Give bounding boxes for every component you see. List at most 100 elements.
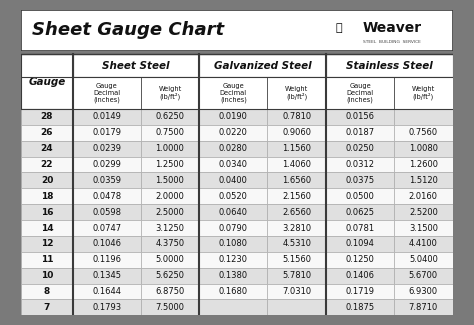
Bar: [21, 188, 73, 204]
Text: Stainless Steel: Stainless Steel: [346, 60, 433, 71]
Bar: [394, 125, 453, 141]
Text: 0.0179: 0.0179: [92, 128, 121, 137]
Bar: [267, 77, 326, 109]
Text: 0.0299: 0.0299: [92, 160, 121, 169]
Bar: [267, 299, 326, 315]
Bar: [199, 77, 267, 109]
Text: 0.0625: 0.0625: [346, 208, 374, 217]
Text: 0.0280: 0.0280: [219, 144, 248, 153]
Text: Gauge
Decimal
(inches): Gauge Decimal (inches): [220, 83, 247, 103]
Bar: [326, 299, 394, 315]
Bar: [267, 283, 326, 299]
Bar: [73, 173, 141, 188]
Bar: [394, 299, 453, 315]
Bar: [326, 268, 394, 283]
Text: 0.1680: 0.1680: [219, 287, 248, 296]
Text: 0.0747: 0.0747: [92, 224, 121, 232]
Text: 0.1875: 0.1875: [346, 303, 374, 312]
Bar: [21, 109, 73, 125]
Text: 0.0156: 0.0156: [346, 112, 374, 122]
Bar: [267, 173, 326, 188]
Text: 0.0520: 0.0520: [219, 192, 248, 201]
Bar: [73, 283, 141, 299]
Text: Weight
(lb/ft²): Weight (lb/ft²): [158, 86, 182, 100]
Text: 0.1380: 0.1380: [219, 271, 248, 280]
Text: 1.1560: 1.1560: [282, 144, 311, 153]
Text: 0.0478: 0.0478: [92, 192, 121, 201]
Text: 2.6560: 2.6560: [282, 208, 311, 217]
Bar: [199, 188, 267, 204]
Text: 0.1644: 0.1644: [92, 287, 121, 296]
Text: 3.1250: 3.1250: [155, 224, 184, 232]
Bar: [199, 173, 267, 188]
Text: 0.7810: 0.7810: [282, 112, 311, 122]
Bar: [326, 141, 394, 157]
Bar: [73, 77, 141, 109]
Bar: [199, 236, 267, 252]
Text: 0.0340: 0.0340: [219, 160, 248, 169]
Bar: [326, 77, 394, 109]
Text: 0.0149: 0.0149: [92, 112, 121, 122]
Text: 2.5000: 2.5000: [155, 208, 184, 217]
Text: 1.2500: 1.2500: [155, 160, 184, 169]
Text: 0.1230: 0.1230: [219, 255, 248, 264]
Bar: [141, 220, 199, 236]
Bar: [141, 283, 199, 299]
Bar: [21, 125, 73, 141]
Bar: [199, 299, 267, 315]
Bar: [21, 157, 73, 173]
Text: 4.3750: 4.3750: [155, 240, 184, 248]
Bar: [326, 125, 394, 141]
Bar: [394, 109, 453, 125]
Bar: [141, 125, 199, 141]
Text: 0.1094: 0.1094: [346, 240, 374, 248]
Text: Sheet Gauge Chart: Sheet Gauge Chart: [32, 21, 224, 39]
Bar: [199, 252, 267, 268]
Bar: [394, 77, 453, 109]
Bar: [199, 268, 267, 283]
Text: Weight
(lb/ft²): Weight (lb/ft²): [285, 86, 308, 100]
Text: 3.2810: 3.2810: [282, 224, 311, 232]
Text: 18: 18: [41, 192, 53, 201]
Text: 1.6560: 1.6560: [282, 176, 311, 185]
Bar: [73, 236, 141, 252]
Bar: [199, 125, 267, 141]
Bar: [199, 204, 267, 220]
Text: 4.5310: 4.5310: [282, 240, 311, 248]
Text: 0.6250: 0.6250: [155, 112, 184, 122]
Bar: [394, 283, 453, 299]
Bar: [21, 173, 73, 188]
Bar: [199, 157, 267, 173]
Bar: [141, 299, 199, 315]
Bar: [267, 125, 326, 141]
Bar: [21, 283, 73, 299]
Text: Weight
(lb/ft²): Weight (lb/ft²): [412, 86, 435, 100]
Text: 0.0239: 0.0239: [92, 144, 121, 153]
Text: 2.5200: 2.5200: [409, 208, 438, 217]
Text: 1.2600: 1.2600: [409, 160, 438, 169]
Bar: [73, 252, 141, 268]
Text: 2.1560: 2.1560: [282, 192, 311, 201]
Text: 0.7560: 0.7560: [409, 128, 438, 137]
Bar: [141, 141, 199, 157]
Bar: [21, 10, 453, 51]
Text: 12: 12: [41, 240, 53, 248]
Bar: [267, 141, 326, 157]
Text: 0.1196: 0.1196: [92, 255, 121, 264]
Bar: [73, 268, 141, 283]
Text: 0.1793: 0.1793: [92, 303, 121, 312]
Bar: [267, 268, 326, 283]
Bar: [21, 268, 73, 283]
Bar: [141, 157, 199, 173]
Bar: [21, 204, 73, 220]
Bar: [141, 268, 199, 283]
Bar: [141, 109, 199, 125]
Text: Gauge
Decimal
(inches): Gauge Decimal (inches): [346, 83, 374, 103]
Text: 5.0000: 5.0000: [155, 255, 184, 264]
Bar: [73, 109, 141, 125]
Text: Sheet Steel: Sheet Steel: [102, 60, 170, 71]
Bar: [141, 188, 199, 204]
Bar: [141, 236, 199, 252]
Text: 0.1345: 0.1345: [92, 271, 121, 280]
Bar: [267, 109, 326, 125]
